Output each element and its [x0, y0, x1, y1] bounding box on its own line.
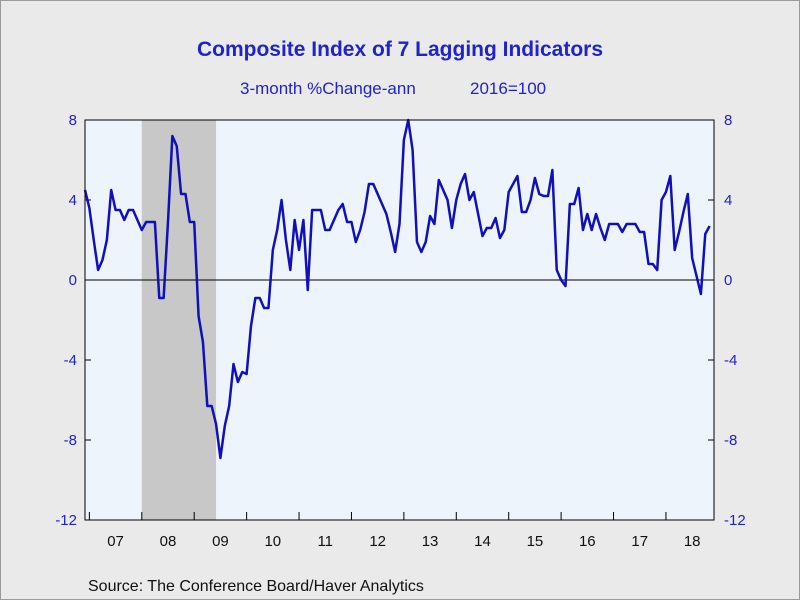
- x-tick-label: 15: [527, 533, 544, 550]
- x-tick-label: 08: [160, 533, 177, 550]
- y-tick-label-right: -4: [724, 352, 737, 369]
- y-tick-label-left: 0: [69, 272, 77, 289]
- axis-labels: -12 -12 -8 -8 -4 -4 0 0 4 4 8 8 07 08 09 10 11 12 13 14 15 16…: [55, 112, 745, 550]
- x-tick-label: 17: [631, 533, 648, 550]
- chart-subtitle-base: 2016=100: [470, 79, 547, 98]
- plot-border: [84, 119, 715, 521]
- y-tick-label-left: -8: [64, 432, 77, 449]
- x-tick-label: 09: [212, 533, 229, 550]
- x-tick-label: 16: [579, 533, 596, 550]
- y-tick-label-right: -12: [724, 512, 746, 529]
- y-tick-label-right: 4: [724, 192, 732, 209]
- x-tick-label: 11: [317, 533, 333, 550]
- chart-title: Composite Index of 7 Lagging Indicators: [196, 38, 604, 61]
- series-line-lagging-index: [83, 118, 711, 460]
- y-tick-label-left: 8: [69, 112, 77, 129]
- y-tick-label-left: -4: [64, 352, 77, 369]
- x-tick-label: 07: [107, 533, 124, 550]
- x-tick-label: 14: [474, 533, 491, 550]
- y-tick-label-right: 8: [724, 112, 732, 129]
- x-tick-label: 12: [369, 533, 386, 550]
- x-tick-label: 18: [684, 533, 701, 550]
- chart-subtitle-measure: 3-month %Change-ann: [240, 79, 416, 98]
- y-tick-label-left: 4: [69, 192, 77, 209]
- x-tick-label: 13: [422, 533, 439, 550]
- y-tick-label-left: -12: [55, 512, 77, 529]
- x-tick-label: 10: [264, 533, 281, 550]
- y-tick-label-right: 0: [724, 272, 732, 289]
- recession-shading: [141, 120, 217, 520]
- y-tick-label-right: -8: [724, 432, 737, 449]
- source-note: Source: The Conference Board/Haver Analy…: [88, 578, 424, 595]
